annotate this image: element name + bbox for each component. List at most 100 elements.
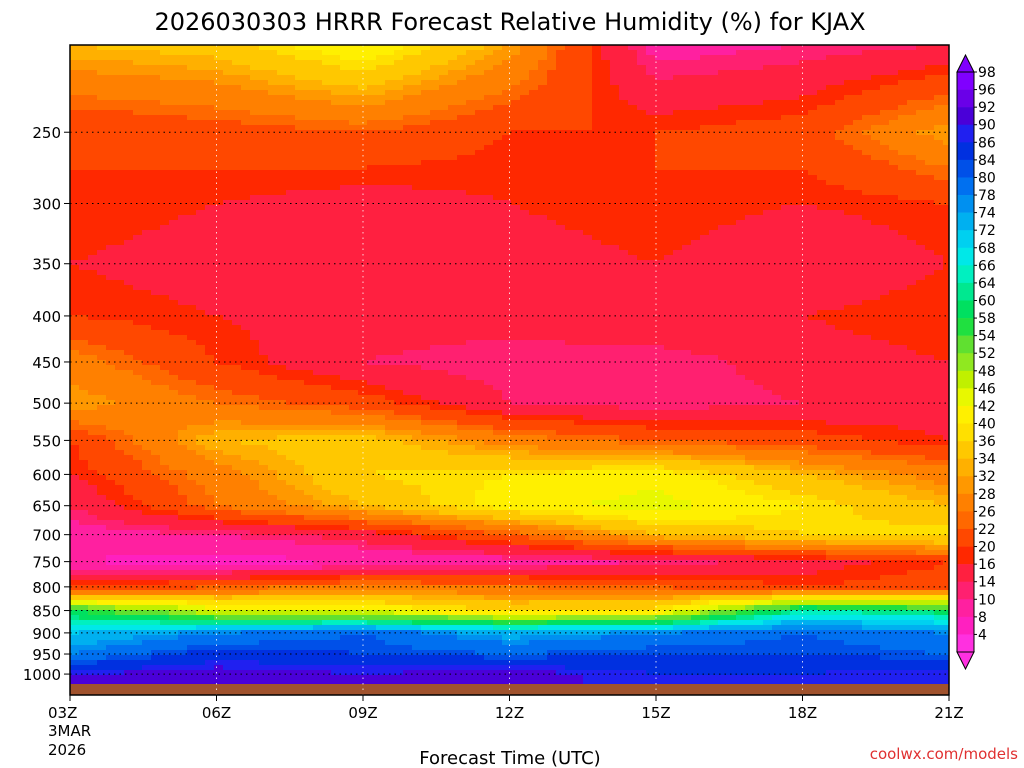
heatmap-cell [367, 180, 377, 186]
heatmap-cell [367, 195, 377, 201]
heatmap-cell [205, 225, 215, 231]
heatmap-cell [556, 110, 566, 116]
heatmap-cell [583, 235, 593, 241]
heatmap-cell [277, 190, 287, 196]
heatmap-cell [277, 50, 287, 56]
heatmap-cell [196, 295, 206, 301]
heatmap-cell [133, 230, 143, 236]
heatmap-cell [340, 95, 350, 101]
heatmap-cell [763, 250, 773, 256]
heatmap-cell [637, 125, 647, 131]
heatmap-cell [898, 255, 908, 261]
heatmap-cell [322, 65, 332, 71]
heatmap-cell [394, 145, 404, 151]
heatmap-cell [907, 275, 917, 281]
heatmap-cell [898, 75, 908, 81]
heatmap-cell [511, 45, 521, 51]
heatmap-cell [916, 135, 926, 141]
heatmap-cell [628, 295, 638, 301]
heatmap-cell [439, 105, 449, 111]
heatmap-cell [772, 50, 782, 56]
heatmap-cell [763, 215, 773, 221]
heatmap-cell [718, 190, 728, 196]
heatmap-cell [376, 205, 386, 211]
heatmap-cell [205, 130, 215, 136]
heatmap-cell [574, 285, 584, 291]
heatmap-cell [727, 65, 737, 71]
heatmap-cell [745, 190, 755, 196]
heatmap-cell [313, 245, 323, 251]
heatmap-cell [529, 170, 539, 176]
heatmap-cell [250, 155, 260, 161]
heatmap-cell [214, 285, 224, 291]
heatmap-cell [817, 215, 827, 221]
heatmap-cell [718, 285, 728, 291]
heatmap-cell [70, 265, 80, 271]
heatmap-cell [151, 200, 161, 206]
heatmap-cell [466, 125, 476, 131]
heatmap-cell [232, 240, 242, 246]
heatmap-cell [421, 45, 431, 51]
heatmap-cell [790, 105, 800, 111]
heatmap-cell [934, 230, 944, 236]
heatmap-cell [502, 255, 512, 261]
heatmap-cell [655, 180, 665, 186]
heatmap-cell [232, 245, 242, 251]
heatmap-cell [808, 280, 818, 286]
heatmap-cell [142, 100, 152, 106]
heatmap-cell [862, 285, 872, 291]
heatmap-cell [934, 135, 944, 141]
heatmap-cell [709, 175, 719, 181]
heatmap-cell [601, 225, 611, 231]
heatmap-cell [826, 100, 836, 106]
heatmap-cell [187, 220, 197, 226]
heatmap-cell [682, 190, 692, 196]
heatmap-cell [673, 180, 683, 186]
heatmap-cell [511, 95, 521, 101]
heatmap-cell [457, 260, 467, 266]
heatmap-cell [583, 285, 593, 291]
heatmap-cell [655, 240, 665, 246]
heatmap-cell [448, 95, 458, 101]
heatmap-cell [943, 205, 949, 211]
heatmap-cell [781, 110, 791, 116]
heatmap-cell [754, 170, 764, 176]
heatmap-cell [115, 145, 125, 151]
heatmap-cell [79, 195, 89, 201]
heatmap-cell [259, 160, 269, 166]
heatmap-cell [781, 100, 791, 106]
heatmap-cell [520, 280, 530, 286]
heatmap-cell [421, 125, 431, 131]
heatmap-cell [214, 255, 224, 261]
heatmap-cell [403, 265, 413, 271]
heatmap-cell [466, 100, 476, 106]
heatmap-cell [430, 200, 440, 206]
heatmap-cell [844, 270, 854, 276]
heatmap-cell [439, 230, 449, 236]
heatmap-cell [772, 80, 782, 86]
heatmap-cell [430, 275, 440, 281]
heatmap-cell [493, 280, 503, 286]
heatmap-cell [187, 215, 197, 221]
heatmap-cell [97, 155, 107, 161]
heatmap-cell [214, 235, 224, 241]
heatmap-cell [475, 90, 485, 96]
heatmap-cell [925, 110, 935, 116]
heatmap-cell [799, 175, 809, 181]
heatmap-cell [349, 210, 359, 216]
heatmap-cell [520, 135, 530, 141]
heatmap-cell [259, 220, 269, 226]
heatmap-cell [862, 290, 872, 296]
heatmap-cell [295, 45, 305, 51]
heatmap-cell [160, 200, 170, 206]
heatmap-cell [376, 210, 386, 216]
heatmap-cell [673, 205, 683, 211]
heatmap-cell [250, 215, 260, 221]
heatmap-cell [331, 205, 341, 211]
heatmap-cell [403, 235, 413, 241]
heatmap-cell [628, 95, 638, 101]
heatmap-cell [250, 80, 260, 86]
heatmap-cell [241, 95, 251, 101]
heatmap-cell [304, 170, 314, 176]
heatmap-cell [511, 215, 521, 221]
